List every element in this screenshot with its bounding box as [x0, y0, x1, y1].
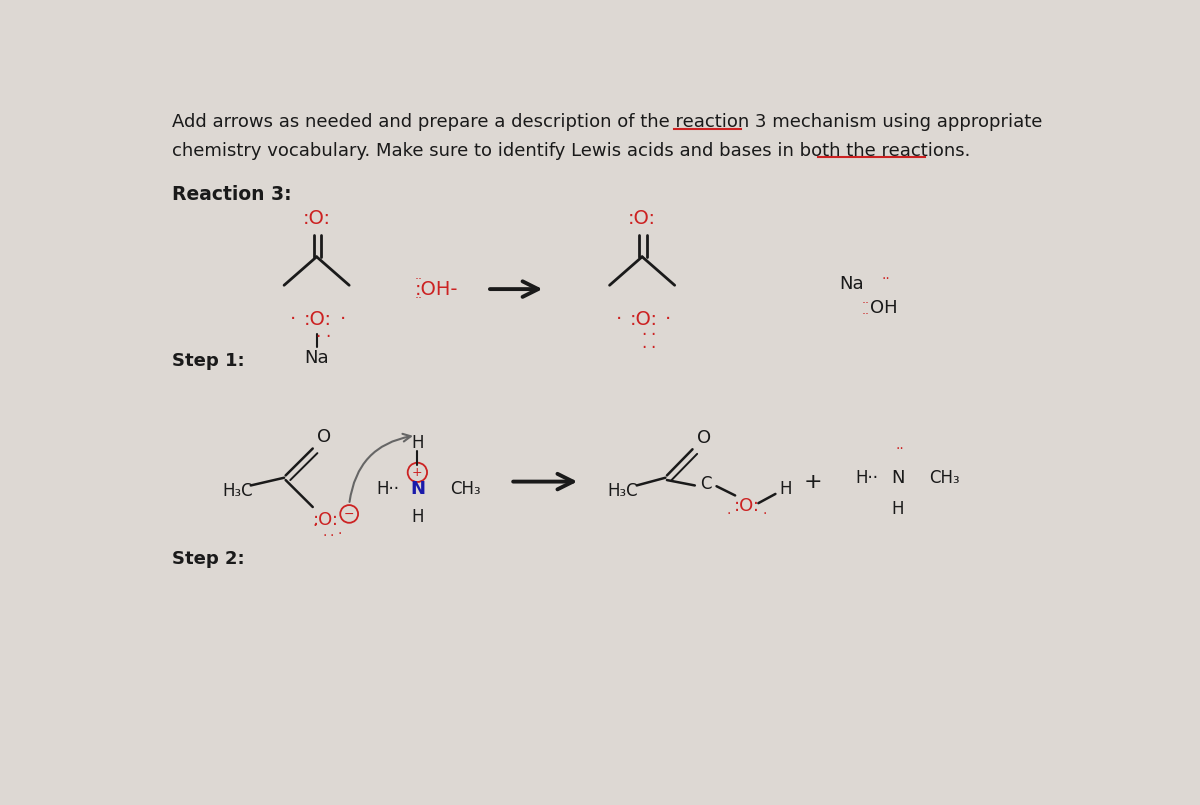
Text: Na: Na — [305, 349, 329, 367]
Text: C: C — [700, 475, 712, 493]
Text: +: + — [412, 466, 422, 479]
Text: ·: · — [340, 311, 346, 329]
Text: −: − — [344, 507, 354, 521]
Text: ·: · — [641, 326, 647, 345]
Text: N: N — [410, 481, 425, 498]
Text: ·: · — [727, 507, 731, 521]
Text: ··: ·· — [895, 442, 904, 456]
Text: H₃C: H₃C — [607, 482, 638, 500]
Text: ··: ·· — [882, 272, 890, 286]
Text: ··: ·· — [862, 297, 869, 310]
Text: :O:: :O: — [733, 497, 760, 515]
Text: ·: · — [313, 518, 318, 534]
Text: H: H — [779, 481, 792, 498]
Text: OH: OH — [870, 299, 898, 317]
Text: :O:: :O: — [630, 311, 658, 329]
Text: CH₃: CH₃ — [450, 481, 481, 498]
Text: ·: · — [641, 339, 647, 357]
Text: ··: ·· — [862, 308, 869, 321]
Text: ·: · — [665, 311, 672, 329]
Text: :O:: :O: — [313, 511, 338, 529]
Text: ·: · — [322, 529, 326, 543]
Text: H: H — [412, 434, 424, 452]
Text: N: N — [892, 469, 905, 487]
FancyArrowPatch shape — [349, 434, 410, 502]
Text: ··: ·· — [414, 292, 422, 305]
Text: chemistry vocabulary. Make sure to identify Lewis acids and bases in both the re: chemistry vocabulary. Make sure to ident… — [172, 142, 970, 159]
Text: :O:: :O: — [302, 208, 331, 228]
Text: H··: H·· — [856, 469, 878, 487]
Text: ·: · — [290, 311, 296, 329]
Text: Reaction 3:: Reaction 3: — [172, 185, 292, 204]
Text: H: H — [892, 501, 904, 518]
Text: H: H — [412, 508, 424, 526]
Text: ··: ·· — [414, 274, 422, 287]
Text: :OH-: :OH- — [415, 279, 458, 299]
Text: Add arrows as needed and prepare a description of the reaction 3 mechanism using: Add arrows as needed and prepare a descr… — [172, 113, 1042, 131]
Text: CH₃: CH₃ — [929, 469, 960, 487]
Text: H₃C: H₃C — [222, 482, 253, 500]
Text: O: O — [317, 428, 331, 446]
Text: ·: · — [316, 328, 320, 346]
Text: Na: Na — [839, 275, 864, 293]
Text: ·: · — [650, 326, 655, 345]
Text: +: + — [803, 472, 822, 492]
Text: ·: · — [762, 507, 767, 521]
Text: :O:: :O: — [628, 208, 656, 228]
Text: H··: H·· — [377, 481, 400, 498]
Text: ·: · — [330, 529, 335, 543]
Text: ·: · — [325, 328, 330, 346]
Text: Step 2:: Step 2: — [172, 550, 245, 568]
Text: ·: · — [337, 527, 342, 541]
Text: :O:: :O: — [304, 311, 332, 329]
Text: Step 1:: Step 1: — [172, 352, 245, 369]
Text: ·: · — [616, 311, 622, 329]
Text: ·: · — [650, 339, 655, 357]
Text: O: O — [697, 430, 712, 448]
